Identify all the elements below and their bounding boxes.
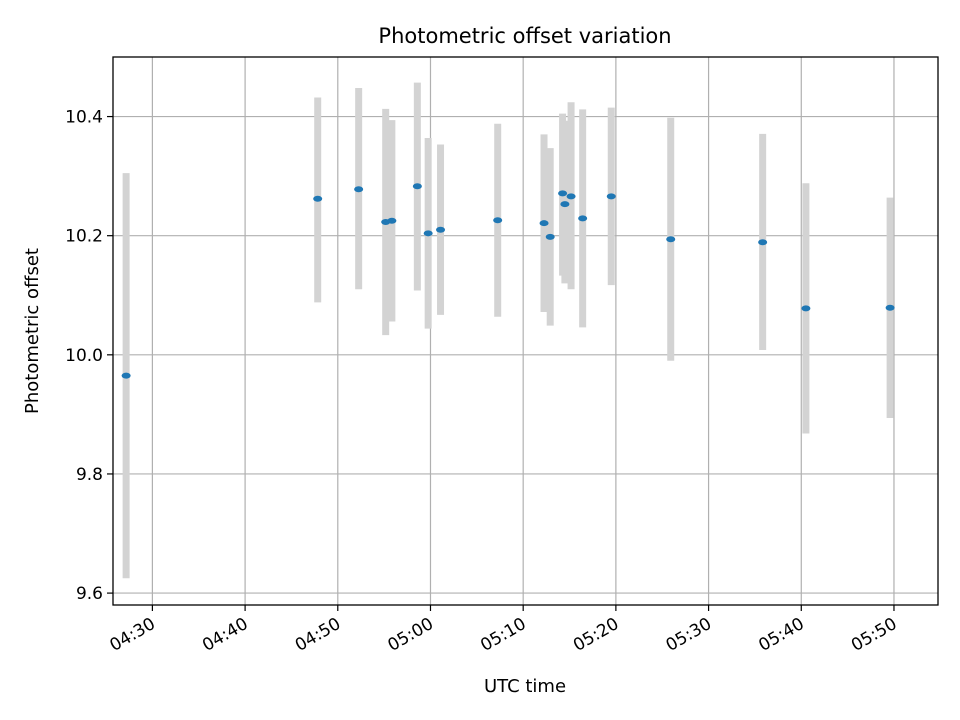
- y-axis-label: Photometric offset: [22, 248, 43, 414]
- y-tick-label: 10.4: [65, 108, 103, 128]
- data-point: [412, 183, 422, 190]
- errorbar-layer: [122, 82, 894, 579]
- data-point: [801, 305, 811, 312]
- data-point: [560, 201, 570, 208]
- chart-title: Photometric offset variation: [378, 24, 671, 48]
- x-tick-label: 04:40: [199, 614, 251, 656]
- y-tick-label: 9.8: [76, 465, 103, 485]
- y-tick-label: 10.0: [65, 346, 103, 366]
- data-point: [423, 230, 433, 237]
- x-axis: 04:30 04:40 04:50 05:00 05:10 05:20 05:30 05:40…: [106, 605, 900, 656]
- y-tick-label: 10.2: [65, 227, 103, 247]
- data-point: [436, 226, 446, 233]
- x-tick-label: 04:50: [292, 614, 344, 656]
- data-point: [493, 217, 503, 224]
- y-axis: 9.6 9.8 10.0 10.2 10.4: [65, 108, 113, 604]
- x-tick-label: 05:00: [385, 614, 437, 656]
- data-point: [666, 236, 676, 243]
- x-tick-label: 05:10: [477, 614, 529, 656]
- x-tick-label: 05:20: [570, 614, 622, 656]
- data-point: [545, 233, 555, 240]
- y-tick-label: 9.6: [76, 584, 103, 604]
- data-point: [387, 217, 397, 224]
- x-tick-label: 05:50: [848, 614, 900, 656]
- data-point: [313, 195, 323, 202]
- x-tick-label: 05:30: [663, 614, 715, 656]
- data-point: [578, 215, 588, 222]
- data-point: [539, 220, 549, 227]
- x-axis-label: UTC time: [484, 676, 566, 697]
- data-point: [606, 193, 616, 200]
- data-point: [758, 239, 768, 246]
- data-point: [885, 304, 895, 311]
- data-point: [566, 193, 576, 200]
- grid-layer: [113, 57, 938, 605]
- data-point: [354, 186, 364, 193]
- point-layer: [121, 183, 895, 379]
- x-tick-label: 05:40: [755, 614, 807, 656]
- data-point: [558, 190, 568, 197]
- plot-frame: [112, 56, 939, 606]
- x-tick-label: 04:30: [106, 614, 158, 656]
- data-point: [121, 372, 131, 379]
